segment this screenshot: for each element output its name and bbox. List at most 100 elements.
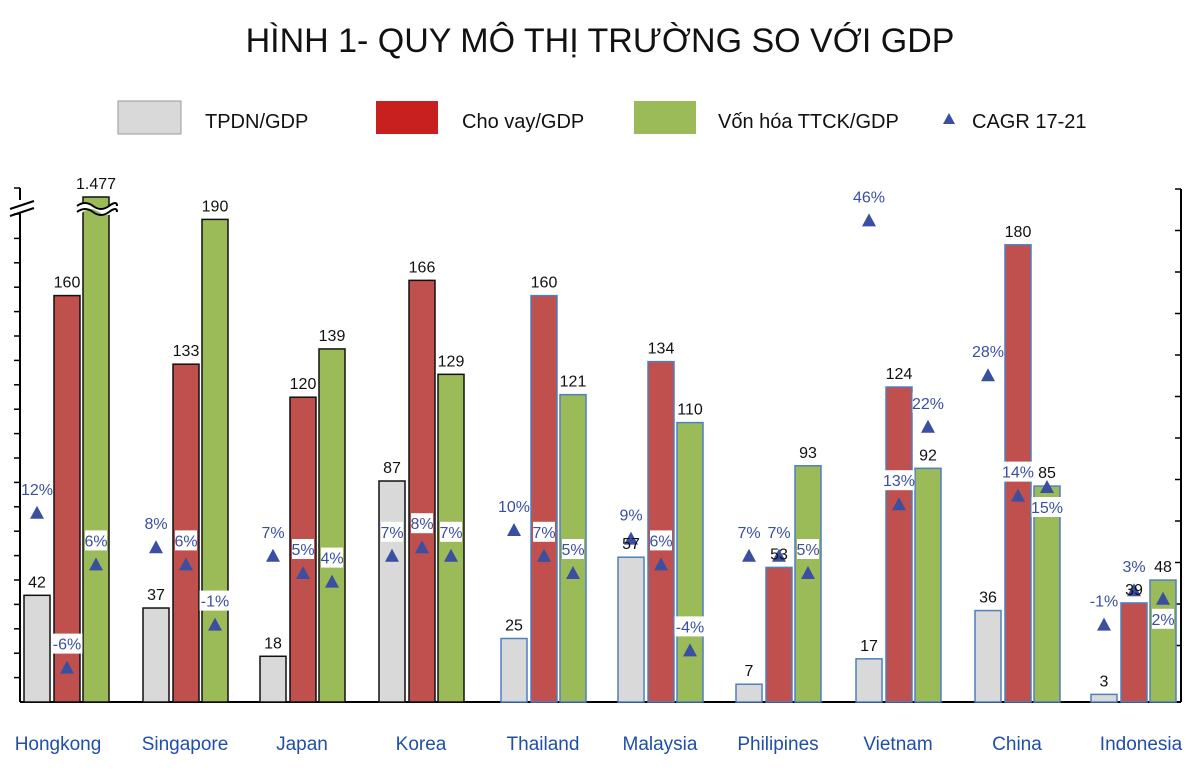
cagr-triangle-icon [892, 497, 906, 511]
cagr-label: -1% [201, 594, 229, 611]
bar-value-label: 57 [622, 536, 640, 553]
bar-china-0 [974, 609, 1002, 703]
bars [23, 196, 1177, 703]
legend-swatch-cho-vay [376, 101, 438, 134]
cagr-label: 5% [291, 542, 314, 559]
category-labels: Hongkong Singapore Japan Korea Thailand Malay… [15, 734, 1183, 755]
cagr-triangle-icon [415, 540, 429, 554]
bar-korea-1 [408, 279, 436, 703]
cagr-label-bg [85, 530, 107, 551]
cagr-triangle-icon [60, 660, 74, 674]
cagr-label-bg [533, 521, 555, 542]
legend-label-cho-vay: Cho vay/GDP [462, 111, 584, 133]
cagr-triangle-icon [149, 540, 163, 554]
cagr-label-bg [738, 521, 760, 542]
cagr-label-bg [650, 530, 672, 551]
cagr-label-bg [912, 392, 944, 413]
bar-value-label: 42 [28, 574, 46, 591]
bar-value-label: 166 [409, 259, 436, 276]
cagr-label: 7% [737, 525, 760, 542]
cagr-label: 3% [1122, 559, 1145, 576]
cagr-triangle-icon [208, 617, 222, 631]
axis-break-mark [9, 207, 35, 217]
cagr-label-bg [440, 521, 462, 542]
category-label-singapore: Singapore [142, 734, 229, 755]
bar-break-mark [76, 208, 118, 216]
bar-value-labels: 421601.477371331901812013987166129251601… [28, 176, 1172, 690]
cagr-label: -4% [676, 619, 704, 636]
bar-hongkong-0 [23, 594, 51, 703]
cagr-label-bg [853, 186, 885, 207]
bar-philipines-0 [735, 683, 763, 703]
cagr-label-bg [175, 530, 197, 551]
cagr-label-bg [768, 521, 790, 542]
cagr-triangle-icon [981, 368, 995, 382]
cagr-label-bg [51, 633, 83, 654]
bar-value-label: 110 [677, 402, 703, 419]
cagr-label: 7% [767, 525, 790, 542]
category-label-korea: Korea [396, 734, 447, 755]
bar-value-label: 36 [979, 590, 997, 607]
cagr-label-bg [1123, 556, 1145, 577]
category-label-philipines: Philipines [737, 734, 818, 755]
legend-label-cagr: CAGR 17-21 [972, 111, 1087, 133]
legend-label-tpdn: TPDN/GDP [205, 111, 308, 133]
cagr-label-bg [262, 521, 284, 542]
cagr-label: 13% [883, 473, 915, 490]
bar-value-label: 133 [173, 343, 200, 360]
cagr-label: 12% [21, 482, 53, 499]
cagr-label-bg [674, 616, 706, 637]
bar-thailand-0 [500, 637, 528, 703]
cagr-label: -6% [53, 637, 81, 654]
cagr-triangle-icon [772, 548, 786, 562]
cagr-label-bg [381, 521, 403, 542]
category-label-thailand: Thailand [507, 734, 580, 755]
bar-value-label: 18 [264, 635, 282, 652]
cagr-label: 9% [619, 508, 642, 525]
cagr-label-bg [145, 513, 167, 534]
bar-malaysia-0 [617, 556, 645, 703]
bar-value-label: 1.477 [76, 176, 116, 193]
category-label-vietnam: Vietnam [863, 734, 932, 755]
cagr-label: 6% [84, 533, 107, 550]
cagr-triangle-icon [862, 213, 876, 227]
bar-korea-0 [378, 480, 406, 703]
bar-value-label: 85 [1038, 465, 1056, 482]
cagr-label: 4% [320, 551, 343, 568]
bar-value-label: 120 [290, 376, 317, 393]
bar-value-label: 53 [770, 546, 788, 563]
bar-break-gap [75, 203, 117, 215]
cagr-label: -1% [1090, 594, 1118, 611]
bar-philipines-1 [765, 566, 793, 703]
cagr-label: 8% [410, 516, 433, 533]
cagr-label: 15% [1031, 500, 1063, 517]
bar-value-label: 190 [202, 198, 229, 215]
bar-value-label: 25 [505, 618, 523, 635]
legend-triangle-icon [943, 113, 955, 124]
bar-vietnam-1 [885, 386, 913, 703]
cagr-label-bg [562, 539, 584, 559]
bar-vietnam-0 [855, 658, 883, 703]
cagr-label: 2% [1151, 612, 1174, 629]
bar-value-label: 160 [531, 275, 558, 292]
cagr-triangle-icon [566, 566, 580, 579]
bar-value-label: 3 [1100, 673, 1109, 690]
cagr-label: 10% [498, 499, 530, 516]
cagr-triangle-icon [266, 548, 280, 562]
cagr-label-bg [411, 513, 433, 534]
category-label-malaysia: Malaysia [623, 734, 698, 755]
bar-china-2 [1033, 485, 1061, 703]
bar-value-label: 160 [54, 275, 81, 292]
cagr-label: 46% [853, 189, 885, 206]
cagr-triangle-icon [1127, 583, 1141, 597]
cagr-triangle-icon [801, 566, 815, 579]
cagr-triangle-icon [444, 548, 458, 562]
cagr-label: 6% [174, 533, 197, 550]
bar-value-label: 39 [1125, 582, 1143, 599]
bar-indonesia-0 [1090, 693, 1118, 703]
cagr-triangle-icon [1040, 480, 1054, 493]
bar-value-label: 37 [147, 587, 165, 604]
bar-value-label: 7 [745, 663, 754, 680]
bar-thailand-1 [530, 294, 558, 703]
